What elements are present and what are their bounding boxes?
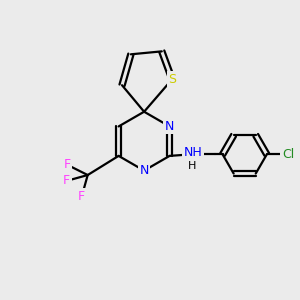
Text: F: F (78, 190, 85, 203)
Text: N: N (140, 164, 149, 177)
Text: H: H (188, 160, 196, 171)
Text: S: S (168, 73, 176, 86)
Text: N: N (165, 120, 174, 133)
Text: NH: NH (184, 146, 203, 159)
Text: Cl: Cl (282, 148, 294, 161)
Text: F: F (64, 158, 70, 171)
Text: F: F (63, 174, 70, 188)
